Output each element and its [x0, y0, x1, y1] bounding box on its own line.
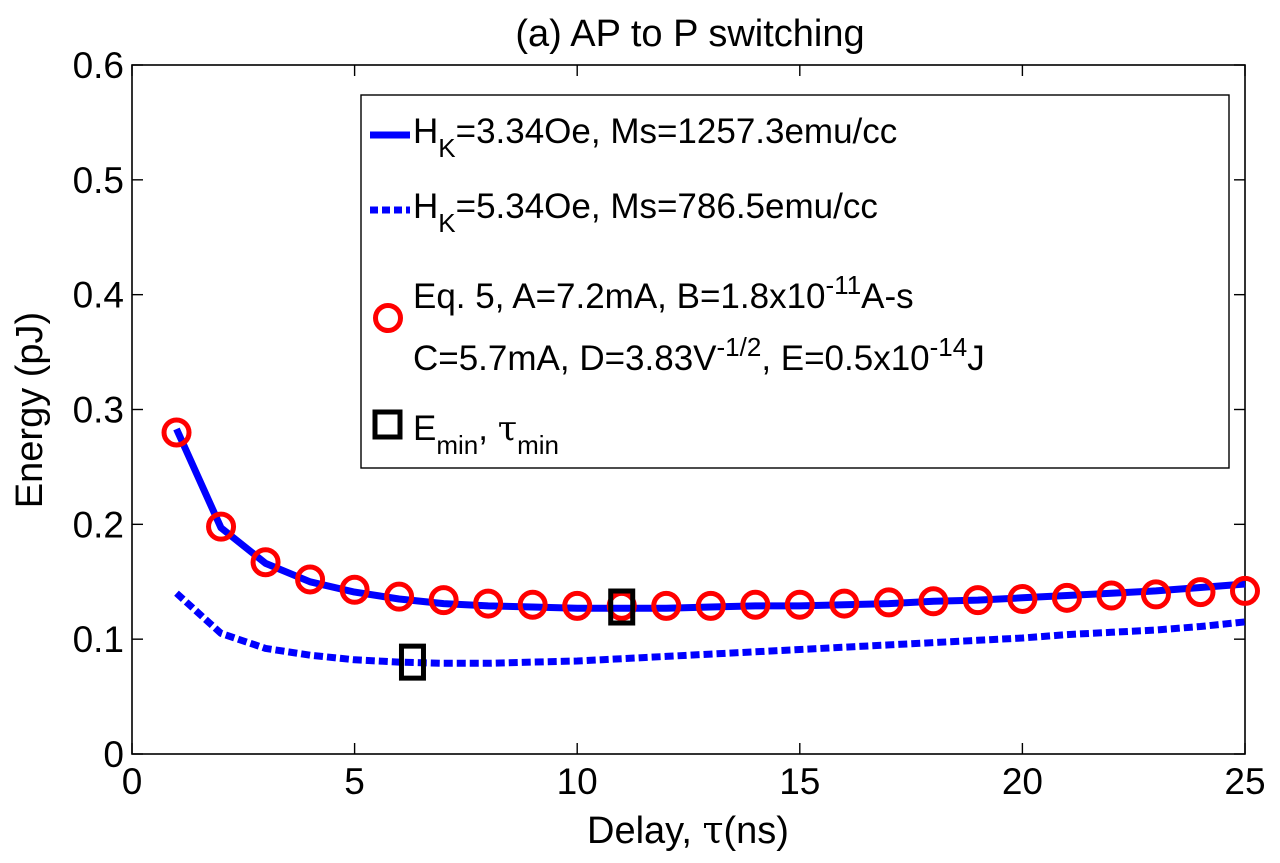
- y-tick-label: 0.6: [73, 45, 124, 86]
- legend-box: [360, 94, 1230, 469]
- data-point-circle: [428, 585, 459, 616]
- legend-entry-eq5-line2: C=5.7mA, D=3.83V-1/2, E=0.5x10-14J: [413, 332, 985, 378]
- series-marker-circle: [161, 417, 1260, 621]
- y-tick-label: 0.4: [73, 275, 124, 316]
- data-point-circle: [829, 588, 860, 619]
- x-axis-label: Delay, τ(ns): [587, 808, 789, 852]
- data-point-circle: [206, 511, 237, 542]
- legend-circle-marker: [373, 303, 403, 333]
- x-tick-label: 5: [344, 761, 365, 802]
- chart-title: (a) AP to P switching: [515, 13, 864, 55]
- series-dashed: [174, 590, 1246, 667]
- data-point-circle: [1140, 579, 1171, 610]
- data-point-circle: [161, 417, 192, 448]
- y-tick-label: 0.3: [73, 390, 124, 431]
- x-tick-label: 10: [557, 761, 598, 802]
- data-point-circle: [740, 589, 771, 620]
- series-line-dashed: [174, 590, 1246, 667]
- data-point-circle: [1096, 580, 1127, 611]
- data-point-circle: [1007, 583, 1038, 614]
- x-tick-label: 15: [779, 761, 820, 802]
- y-tick-label: 0.5: [73, 160, 124, 201]
- data-point-circle: [562, 590, 593, 621]
- legend-entry-emin: Emin, τmin: [413, 409, 559, 460]
- min-energy-marker: [398, 643, 426, 681]
- series-marker-square: [398, 588, 636, 681]
- y-tick-labels: 0 0.1 0.2 0.3 0.4 0.5 0.6: [73, 45, 124, 775]
- data-point-circle: [873, 587, 904, 618]
- data-point-circle: [695, 590, 726, 621]
- legend-square-marker: [372, 409, 403, 440]
- data-point-circle: [784, 589, 815, 620]
- legend-entry-hk334: HK=3.34Oe, Ms=1257.3emu/cc: [413, 112, 897, 163]
- series-line-solid: [173, 427, 1246, 612]
- data-point-circle: [517, 589, 548, 620]
- data-point-circle: [384, 581, 415, 612]
- data-point-circle: [339, 574, 370, 605]
- x-tick-label: 0: [122, 761, 143, 802]
- axis-ticks: [131, 64, 1246, 755]
- data-point-circle: [962, 585, 993, 616]
- series-solid: [173, 427, 1246, 612]
- y-axis-label: Energy (pJ): [9, 312, 51, 508]
- data-point-circle: [295, 564, 326, 595]
- legend: HK=3.34Oe, Ms=1257.3emu/cc HK=5.34Oe, Ms…: [360, 94, 1230, 469]
- data-point-circle: [1051, 582, 1082, 613]
- y-tick-label: 0.1: [73, 619, 124, 660]
- y-tick-label: 0.2: [73, 504, 124, 545]
- data-point-circle: [1230, 575, 1260, 606]
- series-layer: [161, 417, 1260, 681]
- min-energy-marker: [608, 588, 636, 626]
- data-point-circle: [918, 586, 949, 617]
- x-tick-label: 20: [1002, 761, 1043, 802]
- legend-entry-hk534: HK=5.34Oe, Ms=786.5emu/cc: [413, 187, 878, 238]
- y-tick-label: 0: [103, 734, 124, 775]
- legend-entry-eq5-line1: Eq. 5, A=7.2mA, B=1.8x10-11A-s: [413, 270, 914, 316]
- x-tick-labels: 0 5 10 15 20 25: [122, 761, 1266, 802]
- data-point-circle: [651, 590, 682, 621]
- data-point-circle: [1185, 577, 1216, 608]
- data-point-circle: [250, 547, 281, 578]
- data-point-circle: [473, 588, 504, 619]
- x-tick-label: 25: [1224, 761, 1265, 802]
